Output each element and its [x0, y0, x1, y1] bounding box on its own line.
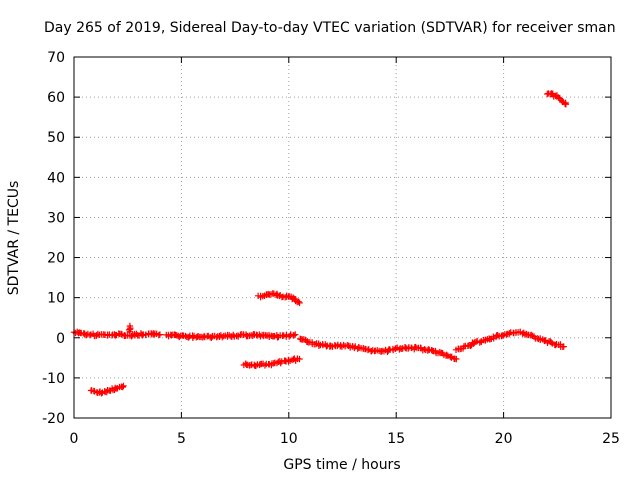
x-axis-label: GPS time / hours: [283, 457, 400, 473]
grid-lines: [74, 57, 611, 418]
y-tick-label: 20: [47, 251, 65, 267]
x-tick-label: 5: [177, 431, 186, 447]
x-tick-label: 10: [280, 431, 298, 447]
plot-frame: [74, 57, 611, 418]
axis-ticks: [74, 57, 611, 418]
data-point: [119, 384, 125, 390]
y-tick-label: 60: [47, 90, 65, 106]
x-tick-label: 20: [495, 431, 513, 447]
x-tick-label: 25: [602, 431, 620, 447]
y-tick-label: 40: [47, 170, 65, 186]
y-tick-label: -20: [42, 411, 65, 427]
series-segment-3: [163, 331, 298, 341]
data-point: [157, 331, 163, 337]
tick-labels: 0 5 10 15 20 25 -20 -10 0 10 20 30 40 50 60 70: [42, 50, 620, 447]
y-axis-label: SDTVAR / TECUs: [6, 181, 22, 296]
series-segment-4: [297, 336, 460, 363]
series-segment-6: [88, 383, 127, 397]
y-tick-label: 30: [47, 210, 65, 226]
data-point: [291, 332, 297, 338]
series-segment-9: [544, 90, 569, 107]
y-tick-label: 10: [47, 291, 65, 307]
data-points: [71, 90, 569, 396]
chart-title: Day 265 of 2019, Sidereal Day-to-day VTE…: [44, 20, 616, 36]
x-tick-label: 15: [387, 431, 405, 447]
y-tick-label: 50: [47, 130, 65, 146]
y-tick-label: 0: [56, 331, 65, 347]
sdtvar-chart: Day 265 of 2019, Sidereal Day-to-day VTE…: [0, 0, 640, 480]
y-tick-label: -10: [42, 371, 65, 387]
y-tick-label: 70: [47, 50, 65, 66]
x-tick-label: 0: [70, 431, 79, 447]
series-segment-5: [453, 329, 567, 353]
series-segment-7: [241, 355, 303, 369]
